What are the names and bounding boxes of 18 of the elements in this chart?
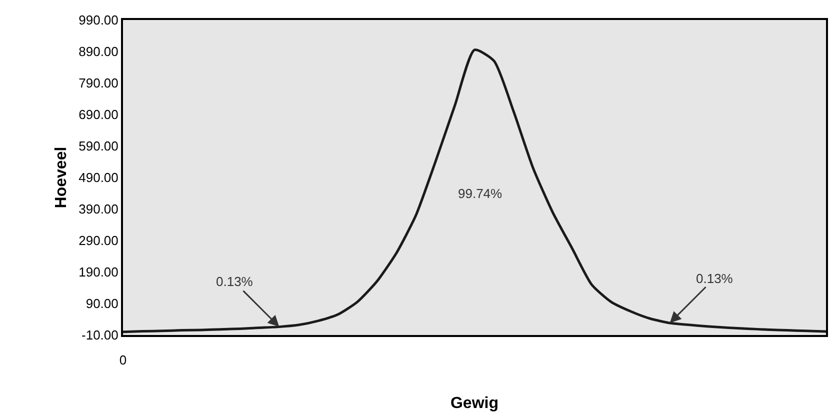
y-tick-label: 490.00 — [78, 170, 118, 186]
y-tick-label: -10.00 — [82, 328, 118, 343]
annotation: 0.13% — [696, 271, 734, 286]
x-tick-label: 0 — [119, 352, 127, 368]
x-axis-title: Gewig — [450, 394, 499, 412]
line-series — [123, 48, 826, 334]
annotation: 0.13% — [216, 274, 254, 289]
y-tick-label: 690.00 — [78, 107, 118, 122]
annotation: 99.74% — [458, 186, 503, 201]
y-tick-label: 290.00 — [78, 233, 118, 248]
y-tick-label: 990.00 — [78, 12, 118, 28]
y-tick-label: 390.00 — [78, 202, 118, 217]
y-tick-label: 590.00 — [78, 138, 118, 154]
y-tick-label: 890.00 — [78, 44, 118, 60]
y-tick-label: 190.00 — [78, 264, 118, 280]
y-tick-label: 790.00 — [78, 76, 118, 91]
y-axis-title: Hoeveel — [53, 146, 70, 208]
y-tick-label: 90.00 — [86, 296, 118, 312]
